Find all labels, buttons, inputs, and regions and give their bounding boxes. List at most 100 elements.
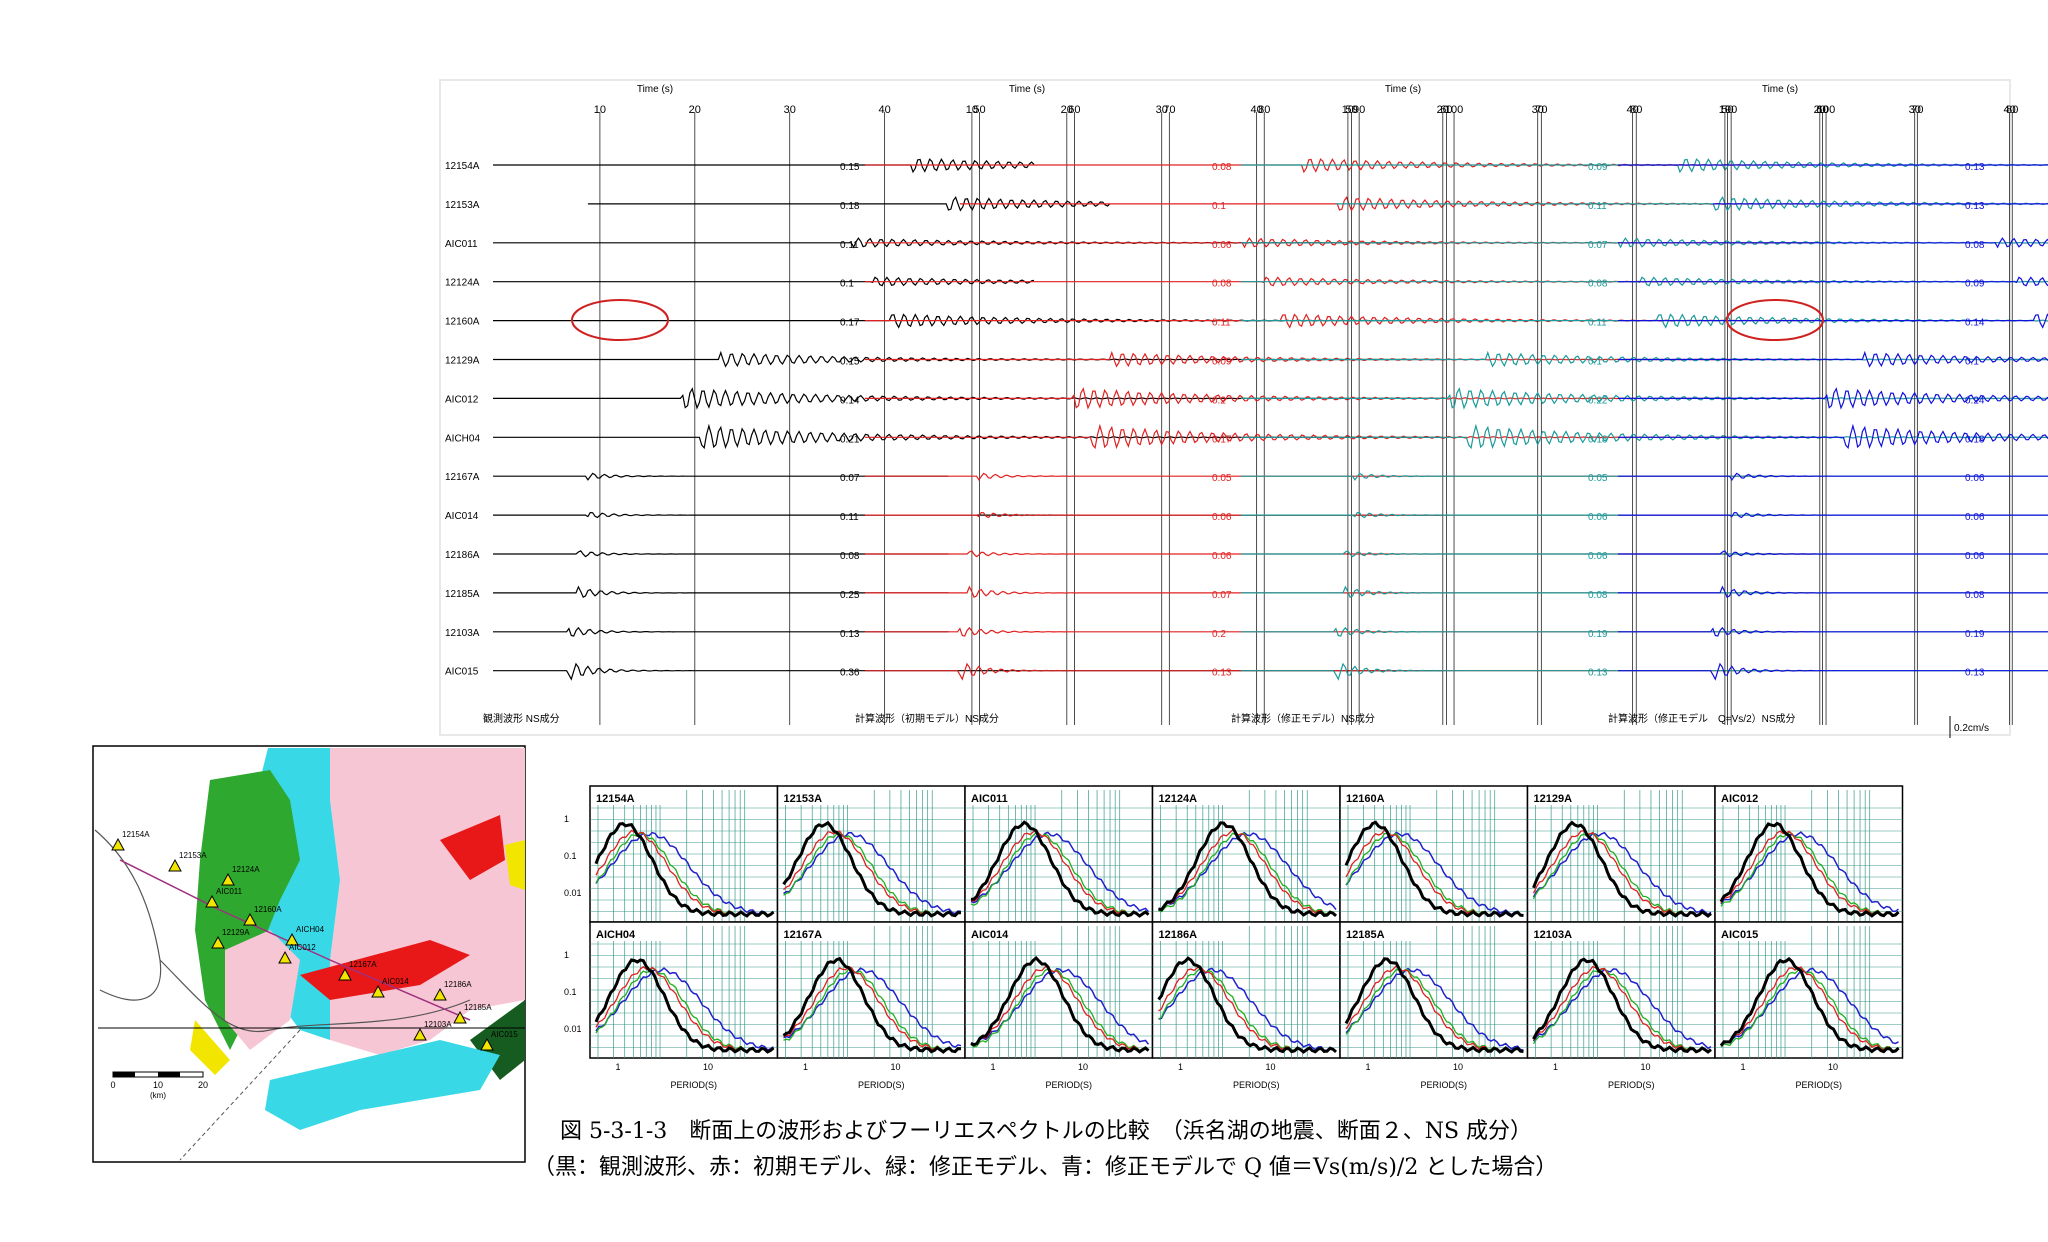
spectrum-curve (594, 958, 775, 1054)
spectrum-curve (1720, 967, 1899, 1051)
waveform-trace (1618, 387, 2048, 410)
map-station-label: 12103A (424, 1020, 452, 1029)
spectrum-curve (970, 820, 1150, 918)
spectrum-curve (1344, 820, 1524, 918)
time-tick-label: 70 (1163, 104, 1175, 116)
map-station-label: AIC012 (289, 943, 316, 952)
waveform-trace (1712, 203, 2048, 205)
spectrum-station-label: 12186A (1159, 929, 1198, 941)
waveform-trace (1618, 423, 2048, 450)
spectrum-curve (1158, 821, 1338, 918)
station-marker-icon (221, 872, 235, 886)
waveform-trace (493, 158, 1035, 174)
spectrum-station-label: 12103A (1534, 929, 1573, 941)
time-tick-label: 80 (2006, 104, 2018, 116)
max-amplitude-label: 0.2 (1212, 395, 1226, 406)
spectrum-x-tick: 1 (803, 1062, 808, 1072)
spectrum-curve (970, 831, 1150, 913)
max-amplitude-label: 0.08 (1588, 590, 1608, 601)
map-station-label: AIC011 (216, 887, 243, 896)
max-amplitude-label: 0.25 (840, 590, 860, 601)
waveform-panel-caption: 計算波形（修正モデル Q=Vs/2）NS成分 (1608, 712, 1796, 725)
station-marker-icon (433, 987, 447, 1001)
amplitude-scale-label: 0.2cm/s (1954, 723, 1989, 734)
spectrum-station-label: 12129A (1534, 793, 1573, 805)
max-amplitude-label: 0.11 (1588, 201, 1607, 212)
highlight-ellipse (571, 299, 669, 341)
max-amplitude-label: 0.13 (1965, 668, 1985, 679)
station-label: 12154A (445, 161, 480, 172)
max-amplitude-label: 0.07 (1212, 590, 1232, 601)
station-label: 12186A (445, 550, 480, 561)
spectrum-curve (1720, 830, 1899, 917)
spectrum-curve (783, 966, 962, 1053)
map-station-label: AICH04 (296, 925, 325, 934)
waveform-trace (1618, 164, 2048, 166)
time-tick-label: 40 (2003, 104, 2015, 116)
spectrum-x-tick: 1 (1553, 1062, 1558, 1072)
spectrum-x-tick: 10 (1640, 1062, 1650, 1072)
spectrum-cell: AIC011 (964, 785, 1154, 923)
map-station-label: 12185A (464, 1003, 492, 1012)
time-axis-title: Time (s) (1009, 84, 1045, 95)
max-amplitude-label: 0.06 (1965, 551, 1985, 562)
time-tick-label: 50 (1345, 104, 1357, 116)
waveform-trace (1618, 511, 2048, 519)
time-tick-label: 10 (966, 104, 978, 116)
max-amplitude-label: 0.07 (1588, 240, 1608, 251)
time-tick-label: 100 (1817, 104, 1835, 116)
max-amplitude-label: 0.06 (1588, 512, 1608, 523)
spectrum-station-label: AIC015 (1721, 929, 1758, 941)
spectrum-x-axis-label: PERIOD(S) (1795, 1080, 1842, 1090)
waveform-trace (1618, 237, 2048, 249)
spectrum-x-axis-label: PERIOD(S) (1608, 1080, 1655, 1090)
waveform-trace (1618, 662, 2048, 681)
max-amplitude-label: 0.2 (1212, 629, 1226, 640)
max-amplitude-label: 0.06 (1588, 551, 1608, 562)
spectrum-y-tick: 1 (564, 950, 569, 960)
spectrum-x-tick: 10 (890, 1062, 900, 1072)
spectrum-cell: 12185A 1 10 PERIOD(S) (1339, 921, 1529, 1090)
spectrum-curve (1532, 967, 1712, 1053)
spectrum-y-tick: 0.1 (564, 851, 577, 861)
max-amplitude-label: 0.15 (840, 162, 860, 173)
spectrum-cell: 12153A (776, 785, 966, 923)
waveform-area (439, 79, 2011, 736)
spectrum-station-label: 12160A (1346, 793, 1385, 805)
spectrum-curve (782, 956, 962, 1054)
spectrum-x-tick: 1 (990, 1062, 995, 1072)
max-amplitude-label: 0.1 (1588, 357, 1602, 368)
caption-line-2: （黒：観測波形、赤：初期モデル、緑：修正モデル、青：修正モデルで Q 値＝Vs(… (533, 1155, 1557, 1180)
spectrum-y-tick: 0.01 (564, 1024, 582, 1034)
max-amplitude-label: 0.17 (840, 318, 860, 329)
waveform-trace (1241, 276, 2048, 287)
map-station-label: 12154A (122, 830, 150, 839)
spectrum-cell: AIC014 1 10 PERIOD(S) (964, 921, 1154, 1090)
scale-unit: (km) (150, 1091, 166, 1100)
spectrum-curve (970, 831, 1149, 917)
waveform-trace (1618, 472, 2048, 481)
waveform-trace (1618, 350, 2048, 368)
spectrum-cell: 12129A (1526, 785, 1716, 923)
max-amplitude-label: 0.1 (1965, 357, 1979, 368)
spectrum-curve (970, 955, 1150, 1054)
max-amplitude-label: 0.13 (1212, 668, 1232, 679)
time-tick-label: 50 (1721, 104, 1733, 116)
max-amplitude-label: 0.24 (1965, 395, 1985, 406)
waveform-panels: Time (s) 10 20 30 40 50 60 70 80 90 100 12154A 0.15 1… (445, 84, 2048, 738)
spectrum-x-tick: 10 (1828, 1062, 1838, 1072)
spectrum-curve (1532, 968, 1712, 1050)
waveform-trace (1618, 276, 2048, 287)
time-tick-label: 90 (1353, 104, 1365, 116)
spectrum-station-label: 12154A (596, 793, 635, 805)
spectrum-curve (1720, 831, 1899, 916)
spectrum-y-tick: 0.01 (564, 888, 582, 898)
max-amplitude-label: 0.09 (1588, 162, 1608, 173)
spectrum-cell: 12124A (1151, 785, 1341, 923)
waveform-trace (1618, 585, 2048, 599)
map-station-label: 12124A (232, 865, 260, 874)
time-tick-label: 80 (1258, 104, 1270, 116)
time-tick-label: 100 (1445, 104, 1463, 116)
spectrum-cell: 12160A (1339, 785, 1529, 923)
max-amplitude-label: 0.06 (1212, 551, 1232, 562)
